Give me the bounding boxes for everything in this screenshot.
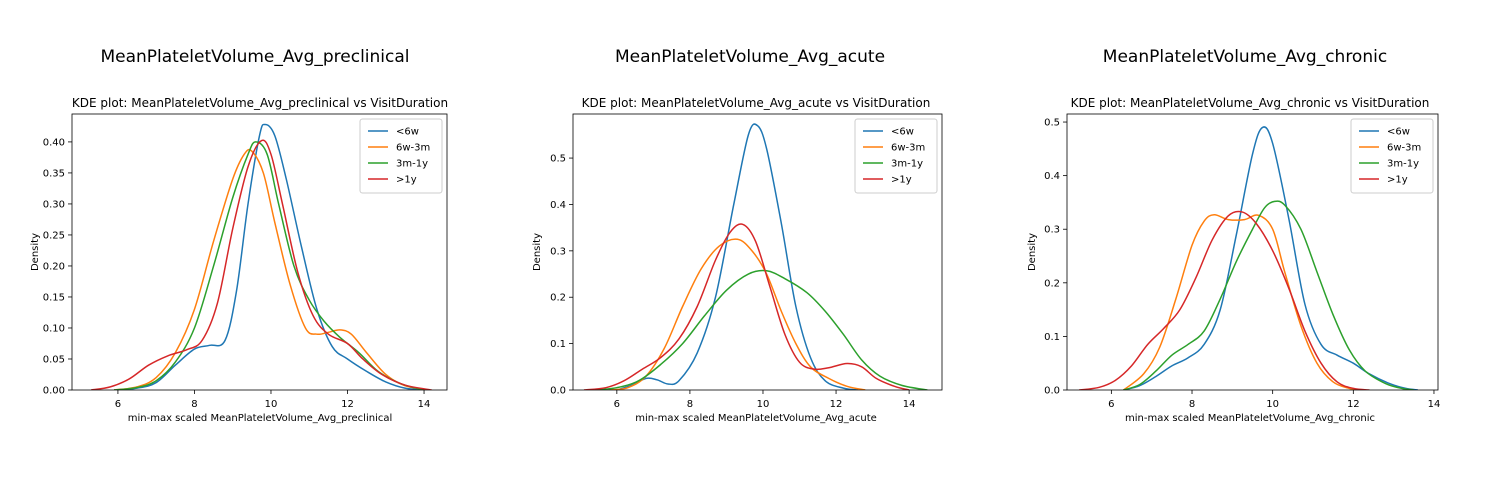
legend-label-6w-3m: 6w-3m	[1387, 143, 1421, 154]
legend-chronic: <6w 6w-3m 3m-1y >1y	[1350, 118, 1434, 194]
legend-preclinical: <6w 6w-3m 3m-1y >1y	[359, 118, 443, 194]
panel-chronic: MeanPlateletVolume_Avg_chronic KDE plot:…	[1027, 47, 1440, 424]
plot-area-acute: 6 8 10 12 14 0.0 0.1 0.2 0.3 0.4 0.5	[550, 113, 943, 410]
legend-label-lt6w: <6w	[891, 127, 914, 138]
axes-frame-chronic	[1066, 113, 1439, 391]
xtick-label-chronic: 12	[1347, 399, 1360, 410]
ytick-label-chronic: 0.1	[1044, 332, 1060, 343]
ytick-label-preclinical: 0.15	[43, 292, 65, 303]
xtick-label-chronic: 10	[1266, 399, 1279, 410]
ytick-label-acute: 0.2	[550, 293, 566, 304]
ytick-label-chronic: 0.4	[1044, 171, 1060, 182]
series-line-gt1y-acute	[583, 223, 910, 390]
legend-box-chronic	[1350, 118, 1434, 194]
xtick-label-preclinical: 14	[418, 399, 431, 410]
ytick-label-preclinical: 0.05	[43, 354, 65, 365]
panel-preclinical: MeanPlateletVolume_Avg_preclinical KDE p…	[30, 47, 448, 424]
ytick-label-preclinical: 0.20	[43, 261, 65, 272]
axes-frame-preclinical	[71, 113, 448, 391]
ytick-label-chronic: 0.3	[1044, 225, 1060, 236]
legend-label-gt1y: >1y	[891, 175, 912, 186]
legend-label-6w-3m: 6w-3m	[396, 143, 430, 154]
xtick-label-acute: 10	[757, 399, 770, 410]
legend-label-3m-1y: 3m-1y	[396, 159, 428, 170]
title-chronic: KDE plot: MeanPlateletVolume_Avg_chronic…	[1071, 96, 1430, 110]
series-line-6w-3m-acute	[609, 238, 866, 390]
xtick-label-chronic: 14	[1428, 399, 1441, 410]
xlabel-chronic: min-max scaled MeanPlateletVolume_Avg_ch…	[1125, 413, 1375, 424]
ytick-label-acute: 0.1	[550, 339, 566, 350]
legend-label-lt6w: <6w	[396, 127, 419, 138]
ytick-label-acute: 0.0	[550, 386, 566, 397]
xtick-label-preclinical: 12	[341, 399, 354, 410]
series-line-3m-1y-chronic	[1123, 200, 1414, 390]
series-line-lt6w-preclinical	[114, 123, 425, 390]
series-line-6w-3m-chronic	[1122, 214, 1362, 390]
xtick-label-preclinical: 8	[191, 399, 197, 410]
ytick-label-acute: 0.5	[550, 154, 566, 165]
ylabel-preclinical: Density	[30, 233, 41, 271]
title-preclinical: KDE plot: MeanPlateletVolume_Avg_preclin…	[72, 96, 448, 110]
ylabel-acute: Density	[532, 233, 543, 271]
legend-label-6w-3m: 6w-3m	[891, 143, 925, 154]
plot-area-chronic: 6 8 10 12 14 0.0 0.1 0.2 0.3 0.4 0.5	[1044, 113, 1441, 410]
xlabel-acute: min-max scaled MeanPlateletVolume_Avg_ac…	[635, 413, 877, 424]
ytick-label-preclinical: 0.00	[43, 386, 65, 397]
ytick-label-preclinical: 0.25	[43, 230, 65, 241]
legend-label-3m-1y: 3m-1y	[891, 159, 923, 170]
legend-box-preclinical	[359, 118, 443, 194]
series-line-gt1y-preclinical	[91, 139, 432, 390]
ytick-label-preclinical: 0.35	[43, 168, 65, 179]
series-line-6w-3m-preclinical	[113, 148, 429, 390]
ytick-label-preclinical: 0.40	[43, 137, 65, 148]
ytick-label-chronic: 0.2	[1044, 278, 1060, 289]
xtick-label-preclinical: 6	[115, 399, 121, 410]
ylabel-chronic: Density	[1027, 233, 1038, 271]
ytick-label-acute: 0.3	[550, 246, 566, 257]
ytick-label-preclinical: 0.30	[43, 199, 65, 210]
xlabel-preclinical: min-max scaled MeanPlateletVolume_Avg_pr…	[128, 413, 393, 424]
series-line-3m-1y-acute	[594, 269, 928, 390]
ytick-label-chronic: 0.5	[1044, 118, 1060, 129]
series-line-lt6w-acute	[616, 123, 859, 390]
legend-label-3m-1y: 3m-1y	[1387, 159, 1419, 170]
legend-acute: <6w 6w-3m 3m-1y >1y	[854, 118, 938, 194]
ytick-label-chronic: 0.0	[1044, 386, 1060, 397]
ytick-label-acute: 0.4	[550, 200, 566, 211]
suptitle-acute: MeanPlateletVolume_Avg_acute	[615, 47, 885, 67]
xtick-label-chronic: 6	[1108, 399, 1114, 410]
xtick-label-preclinical: 10	[265, 399, 278, 410]
legend-label-lt6w: <6w	[1387, 127, 1410, 138]
panel-acute: MeanPlateletVolume_Avg_acute KDE plot: M…	[532, 47, 943, 424]
xtick-label-acute: 14	[903, 399, 916, 410]
legend-box-acute	[854, 118, 938, 194]
legend-label-gt1y: >1y	[396, 175, 417, 186]
ytick-label-preclinical: 0.10	[43, 323, 65, 334]
suptitle-chronic: MeanPlateletVolume_Avg_chronic	[1103, 47, 1387, 67]
xtick-label-acute: 8	[687, 399, 693, 410]
series-line-3m-1y-preclinical	[114, 141, 425, 390]
xtick-label-acute: 12	[830, 399, 843, 410]
legend-label-gt1y: >1y	[1387, 175, 1408, 186]
title-acute: KDE plot: MeanPlateletVolume_Avg_acute v…	[582, 96, 931, 110]
plot-area-preclinical: 6 8 10 12 14 0.00 0.05 0.10 0.15 0.20 0.25 0.30 0.35…	[43, 113, 448, 410]
axes-frame-acute	[572, 113, 943, 391]
series-line-gt1y-chronic	[1079, 210, 1370, 390]
suptitle-preclinical: MeanPlateletVolume_Avg_preclinical	[100, 47, 409, 67]
xtick-label-acute: 6	[614, 399, 620, 410]
xtick-label-chronic: 8	[1189, 399, 1195, 410]
